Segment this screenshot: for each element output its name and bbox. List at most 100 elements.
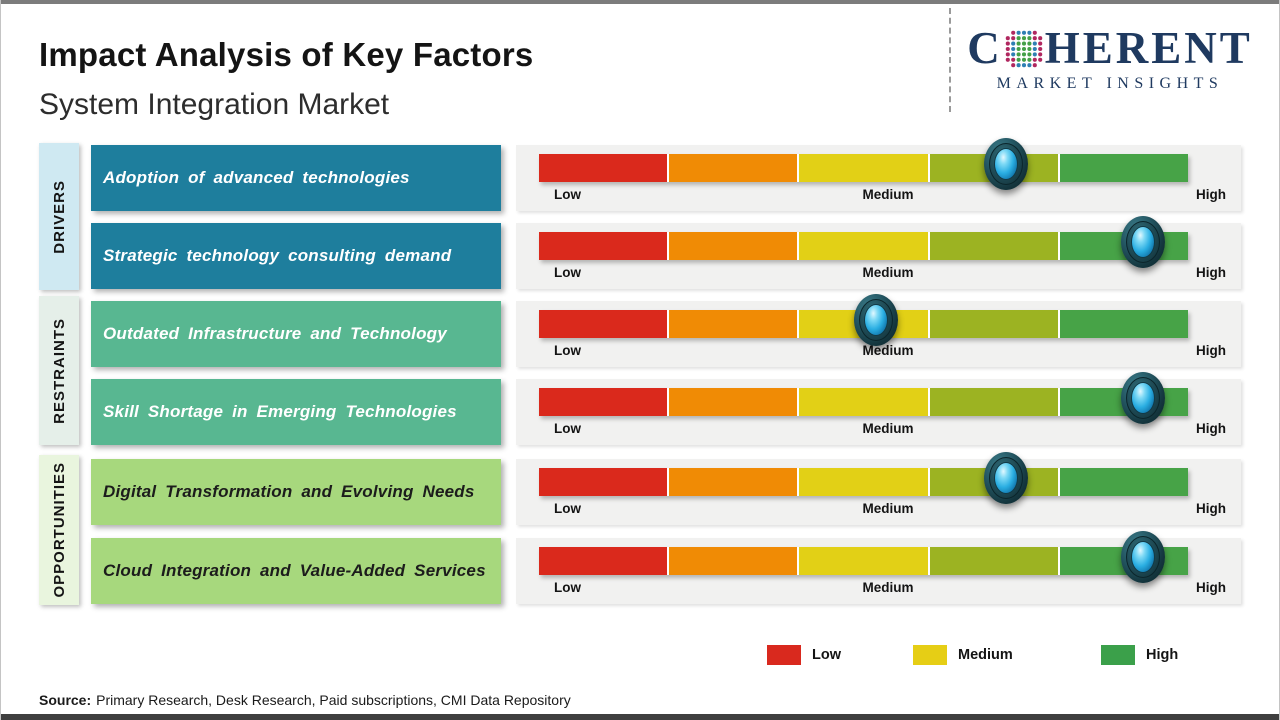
factor-label: Adoption of advanced technologies <box>103 168 410 187</box>
factor-box: Skill Shortage in Emerging Technologies <box>91 379 501 445</box>
bottom-border <box>1 714 1279 720</box>
category-strip: DRIVERS <box>39 143 79 290</box>
gauge-segment <box>1059 154 1189 182</box>
factor-box: Adoption of advanced technologies <box>91 145 501 211</box>
scale-label-low: Low <box>554 187 581 202</box>
gauge-segment <box>669 547 798 575</box>
legend-label-high: High <box>1146 647 1179 663</box>
impact-gauge: Low Medium High <box>516 216 1241 289</box>
gauge-segment <box>929 232 1058 260</box>
brand-letter-c: C <box>967 23 1003 73</box>
knob-core <box>864 304 889 336</box>
factor-label: Cloud Integration and Value-Added Servic… <box>103 561 486 580</box>
page-subtitle: System Integration Market <box>39 88 390 121</box>
impact-slider-knob[interactable] <box>1120 372 1165 424</box>
factor-box: Strategic technology consulting demand <box>91 223 501 289</box>
scale-label-high: High <box>1196 265 1226 280</box>
legend-swatch-high <box>1101 645 1135 665</box>
legend: Low Medium High <box>1 645 1279 669</box>
gauge-bar <box>539 232 1189 260</box>
gauge-segment <box>539 154 668 182</box>
impact-slider-knob[interactable] <box>1120 531 1165 583</box>
scale-label-low: Low <box>554 501 581 516</box>
gauge-segment <box>799 388 928 416</box>
impact-slider-knob[interactable] <box>984 138 1029 190</box>
gauge-segment <box>669 232 798 260</box>
legend-swatch-medium <box>913 645 947 665</box>
impact-slider-knob[interactable] <box>1120 216 1165 268</box>
gauge-segment <box>799 547 928 575</box>
category-label: DRIVERS <box>50 179 68 254</box>
knob-core <box>994 148 1019 180</box>
brand-tagline: MARKET INSIGHTS <box>996 75 1224 92</box>
scale-label-low: Low <box>554 265 581 280</box>
knob-core <box>1130 382 1155 414</box>
impact-gauge: Low Medium High <box>516 531 1241 604</box>
scale-label-high: High <box>1196 187 1226 202</box>
factor-label: Skill Shortage in Emerging Technologies <box>103 402 457 421</box>
impact-gauge: Low Medium High <box>516 294 1241 367</box>
category-strip: RESTRAINTS <box>39 296 79 445</box>
header-divider <box>949 8 951 112</box>
scale-label-low: Low <box>554 343 581 358</box>
gauge-segment <box>799 154 928 182</box>
impact-slider-knob[interactable] <box>854 294 899 346</box>
brand-wordmark: C HERENT <box>961 26 1259 71</box>
category-label: OPPORTUNITIES <box>50 462 68 598</box>
scale-label-high: High <box>1196 501 1226 516</box>
scale-label-high: High <box>1196 580 1226 595</box>
legend-item-low: Low <box>767 645 841 665</box>
gauge-segment <box>799 232 928 260</box>
impact-gauge: Low Medium High <box>516 372 1241 445</box>
source-note: Source: Primary Research, Desk Research, … <box>39 692 571 708</box>
factor-label: Digital Transformation and Evolving Need… <box>103 482 475 501</box>
legend-item-medium: Medium <box>913 645 1013 665</box>
scale-label-medium: Medium <box>862 501 914 516</box>
impact-gauge: Low Medium High <box>516 138 1241 211</box>
knob-core <box>1130 541 1155 573</box>
gauge-bar <box>539 154 1189 182</box>
gauge-segment <box>539 547 668 575</box>
legend-label-medium: Medium <box>958 647 1013 663</box>
gauge-segment <box>929 310 1058 338</box>
factor-label: Outdated Infrastructure and Technology <box>103 324 447 343</box>
gauge-segment <box>669 310 798 338</box>
page-title: Impact Analysis of Key Factors <box>39 36 534 73</box>
globe-icon <box>1005 30 1042 67</box>
gauge-bar <box>539 547 1189 575</box>
legend-swatch-low <box>767 645 801 665</box>
gauge-segment <box>539 232 668 260</box>
scale-label-medium: Medium <box>862 187 914 202</box>
gauge-segment <box>539 388 668 416</box>
factor-box: Outdated Infrastructure and Technology <box>91 301 501 367</box>
factor-box: Cloud Integration and Value-Added Servic… <box>91 538 501 604</box>
gauge-segment <box>669 154 798 182</box>
scale-label-medium: Medium <box>862 421 914 436</box>
scale-label-medium: Medium <box>862 343 914 358</box>
brand-rest: HERENT <box>1044 23 1253 73</box>
gauge-segment <box>539 468 668 496</box>
brand-logo: C HERENT MARKET INSIGHTS <box>961 26 1259 93</box>
category-label: RESTRAINTS <box>50 317 68 424</box>
legend-item-high: High <box>1101 645 1178 665</box>
gauge-bar <box>539 388 1189 416</box>
knob-core <box>994 462 1019 494</box>
scale-label-medium: Medium <box>862 265 914 280</box>
knob-core <box>1130 226 1155 258</box>
source-prefix: Source: <box>39 692 92 708</box>
gauge-segment <box>539 310 668 338</box>
gauge-segment <box>929 547 1058 575</box>
factor-label: Strategic technology consulting demand <box>103 246 452 265</box>
category-strip: OPPORTUNITIES <box>39 455 79 605</box>
gauge-segment <box>799 468 928 496</box>
impact-gauge: Low Medium High <box>516 452 1241 525</box>
gauge-segment <box>1059 468 1189 496</box>
factor-box: Digital Transformation and Evolving Need… <box>91 459 501 525</box>
source-text: Primary Research, Desk Research, Paid su… <box>96 692 571 708</box>
scale-label-low: Low <box>554 421 581 436</box>
impact-slider-knob[interactable] <box>984 452 1029 504</box>
gauge-segment <box>669 468 798 496</box>
scale-label-high: High <box>1196 421 1226 436</box>
gauge-bar <box>539 468 1189 496</box>
